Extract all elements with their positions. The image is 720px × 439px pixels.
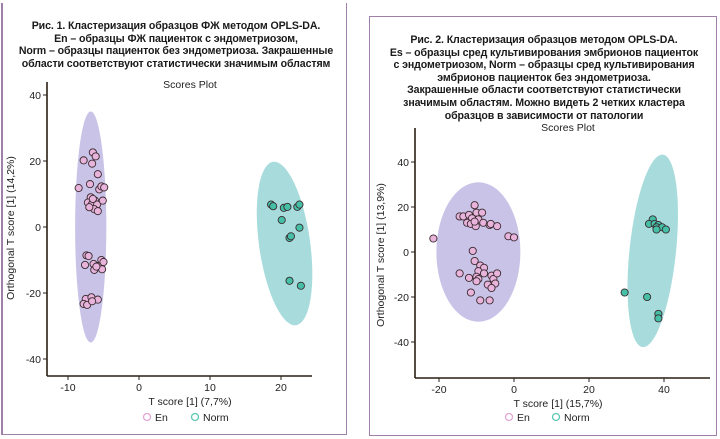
figure-2-y-tick-label: 0 (403, 247, 409, 259)
figure-2-y-tick-label: 20 (397, 202, 409, 214)
figure-2-y-tick-label: -20 (394, 292, 409, 304)
figure-2-point-en (466, 288, 475, 297)
figure-1-point-en (74, 184, 83, 193)
figure-1-point-en (92, 262, 101, 271)
figure-1-confidence-region-norm (256, 161, 313, 326)
figure-1-point-norm (295, 200, 304, 209)
figure-1-y-tick-label: -40 (26, 354, 41, 366)
figure-1-point-norm (296, 281, 305, 290)
figure-1-point-norm (277, 216, 286, 225)
caption-line: значимым областям. Можно видеть 2 четких… (403, 96, 685, 109)
figure-1-legend-label-norm: Norm (203, 412, 229, 424)
figure-1-x-tick-label: -10 (60, 382, 75, 394)
figure-2-x-axis-title: T score [1] (15,7%) (513, 398, 602, 410)
figure-2-y-tick-label: 40 (397, 157, 409, 169)
figure-1-legend-marker-norm (190, 412, 200, 422)
figure-1-y-tick-label: -20 (26, 288, 41, 300)
figure-1-point-en (88, 194, 97, 203)
figure-2-point-en (470, 201, 479, 210)
figure-1-confidence-region-en (75, 111, 107, 343)
caption-line: с эндометриозом, Norm – образцы сред кул… (393, 59, 695, 72)
figure-1-point-en (84, 251, 93, 261)
figure-2-point-en (468, 246, 477, 255)
figure-2-point-en (493, 269, 502, 278)
figure-1-point-en (93, 207, 102, 216)
caption-line: En – образцы ФЖ пациенток с эндометриозо… (54, 32, 298, 45)
figure-2-point-en (476, 296, 485, 305)
figure-2-point-en (493, 222, 502, 231)
figure-1-x-tick-label: 10 (204, 382, 216, 394)
figure-2-confidence-region-norm (627, 154, 678, 348)
figure-2-x-tick-label: 40 (658, 384, 670, 396)
figure-2-point-en (464, 273, 474, 282)
figure-2-plot-title: Scores Plot (541, 122, 595, 134)
figure-1-point-en (99, 257, 108, 267)
figure-1-point-en (85, 203, 94, 212)
figure-1-y-axis-title: Orthogonal T score [1] (14,2%) (5, 156, 17, 300)
figure-1-point-norm (283, 202, 292, 211)
figure-2-point-en (455, 269, 464, 278)
caption-line: Рис. 1. Кластеризация образцов ФЖ методо… (31, 20, 321, 32)
figure-1-point-norm (286, 232, 295, 241)
figure-2-y-axis-title: Orthogonal T score [1] (13,9%) (375, 183, 387, 327)
figure-2-point-en (470, 217, 479, 226)
figure-2-point-en (429, 234, 438, 243)
figure-1-point-en (100, 183, 109, 192)
figure-2-legend-label-norm: Norm (564, 412, 590, 424)
figure-1-point-en (93, 170, 102, 179)
figure-2-legend-label-en: En (517, 412, 530, 424)
figure-1-legend-marker-en (142, 412, 152, 422)
figure-2-point-en (470, 256, 479, 266)
figure-2-x-tick-label: 20 (583, 384, 595, 396)
figure-1-point-en (85, 180, 95, 189)
caption-line: Norm – образцы пациенток без эндометриоз… (18, 45, 334, 58)
figure-2-point-norm (620, 288, 629, 297)
figure-1-point-en (88, 159, 97, 168)
figure-1-point-norm (295, 223, 304, 232)
figure-1-point-en (80, 260, 90, 270)
figure-2-legend-marker-en (504, 412, 514, 422)
figure-2-point-norm (652, 225, 661, 234)
caption-line: области соответствуют статистически знач… (21, 57, 331, 70)
figure-2-point-en (478, 208, 487, 217)
figure-2-caption: Рис. 2. Кластеризация образцов методом O… (370, 34, 718, 122)
figure-2-point-norm (654, 314, 663, 323)
figure-1-point-norm (285, 276, 294, 285)
figure-2-point-en (485, 296, 494, 305)
figure-2-legend-marker-norm (551, 412, 561, 422)
figure-1-x-tick-label: 20 (275, 382, 287, 394)
figure-2-point-norm (661, 225, 670, 234)
caption-line: образцов в зависимости от патологии (444, 109, 644, 122)
figure-1-point-en (91, 152, 100, 161)
figure-2-x-tick-label: -20 (431, 384, 446, 396)
caption-line: Рис. 2. Кластеризация образцов методом O… (410, 34, 678, 46)
caption-line: Es – образцы сред культивирования эмбрио… (389, 46, 699, 59)
figure-1-x-tick-label: 0 (136, 382, 142, 394)
figure-1-point-norm (269, 202, 278, 211)
figure-1-y-tick-label: 20 (29, 156, 41, 168)
figure-1-y-tick-label: 40 (29, 90, 41, 102)
figure-2-point-en (479, 269, 489, 278)
figure-2-y-tick-label: -40 (394, 337, 409, 349)
figure-1-legend-label-en: En (155, 412, 168, 424)
figure-1-plot-title: Scores Plot (163, 79, 217, 91)
figure-2-point-en (509, 233, 519, 242)
figure-1-point-en (88, 297, 97, 306)
figure-1-point-en (79, 156, 88, 165)
figure-2-point-en (487, 283, 496, 293)
caption-line: Закрашенные области соответствуют статис… (407, 84, 681, 97)
figure-1-point-en (98, 196, 107, 205)
figure-2-point-norm (643, 292, 652, 302)
figure-1-caption: Рис. 1. Кластеризация образцов ФЖ методо… (3, 20, 349, 70)
figure-1-x-axis-title: T score [1] (7,7%) (148, 396, 231, 408)
figure-2-x-tick-label: 0 (511, 384, 517, 396)
caption-line: эмбрионов пациенток без эндометриоза. (437, 71, 651, 84)
figure-1-y-tick-label: 0 (35, 222, 41, 234)
figure-2-point-en (472, 277, 481, 286)
